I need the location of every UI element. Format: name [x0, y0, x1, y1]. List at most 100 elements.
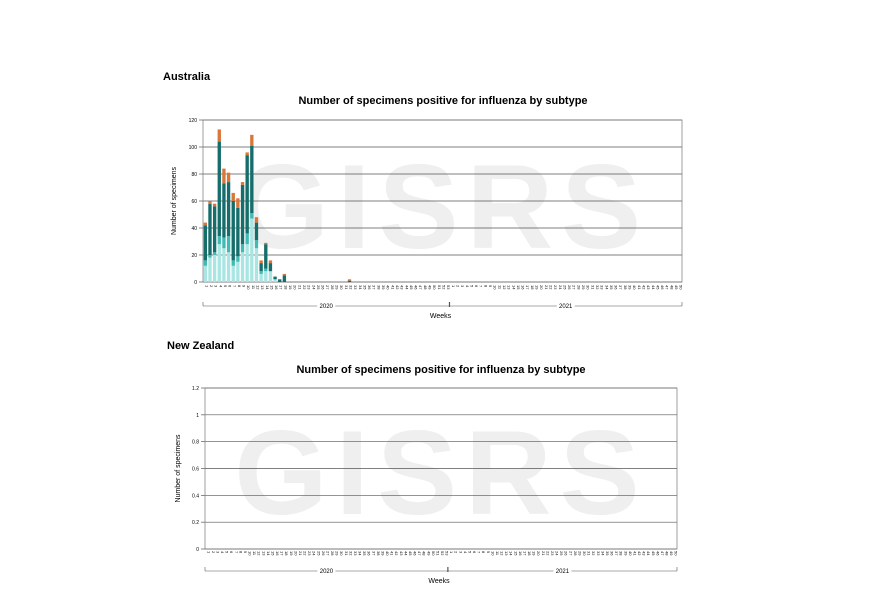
x-tick-label: 49: [426, 551, 431, 556]
bar-segment: [259, 271, 263, 274]
bar-segment: [226, 236, 231, 253]
bar-segment: [203, 265, 207, 282]
bar-segment: [236, 207, 240, 257]
year-label: 2021: [559, 304, 573, 310]
x-tick-label: 30: [339, 285, 344, 290]
x-axis-label: Weeks: [428, 578, 450, 585]
x-tick-label: 17: [522, 551, 527, 556]
x-tick-label: 45: [655, 285, 660, 290]
x-tick-label: 20: [293, 551, 298, 556]
x-tick-label: 35: [605, 551, 610, 556]
year-label: 2020: [320, 304, 334, 310]
bar-segment: [217, 141, 221, 237]
x-tick-label: 22: [548, 285, 553, 290]
x-tick-label: 12: [255, 285, 260, 290]
bar-segment: [236, 198, 240, 208]
x-tick-label: 8: [481, 551, 486, 554]
x-tick-label: 45: [409, 285, 414, 290]
x-tick-label: 26: [321, 551, 326, 556]
x-tick-label: 39: [623, 551, 628, 556]
x-tick-label: 29: [335, 551, 340, 556]
x-tick-label: 4: [220, 551, 225, 554]
x-tick-label: 32: [595, 285, 600, 290]
x-tick-label: 21: [298, 551, 303, 556]
x-tick-label: 2: [454, 551, 459, 554]
australia-panel: Australia Number of specimens positive f…: [163, 71, 684, 320]
x-tick-label: 36: [614, 285, 619, 290]
x-tick-label: 18: [284, 551, 289, 556]
x-tick-label: 24: [312, 551, 317, 556]
bar-segment: [212, 252, 217, 255]
x-tick-label: 25: [316, 285, 321, 290]
plot-frame: [204, 387, 678, 550]
bar-segment: [250, 218, 254, 282]
x-tick-label: 38: [619, 551, 624, 556]
x-tick-label: 1: [451, 285, 456, 288]
bar-segment: [273, 279, 277, 282]
x-tick-label: 50: [679, 285, 684, 290]
x-tick-label: 32: [348, 551, 353, 556]
x-tick-label: 9: [486, 551, 491, 554]
year-label-bg: [317, 302, 336, 309]
bar-segment: [254, 217, 259, 223]
x-tick-label: 23: [553, 285, 558, 290]
x-tick-label: 25: [559, 551, 564, 556]
bar-segment: [203, 222, 207, 226]
x-tick-label: 27: [572, 285, 577, 290]
y-tick-label: 1: [196, 413, 199, 419]
x-tick-label: 20: [536, 551, 541, 556]
new-zealand-chart: GISRS 0 0.2 0.4 0.6 0.8 1 1.2 Number of specimen…: [175, 386, 679, 585]
watermark-text: GISRS: [234, 406, 647, 540]
bar-segment: [240, 252, 245, 282]
x-tick-label: 46: [413, 551, 418, 556]
bar-segment: [208, 255, 212, 258]
bar-segment: [347, 280, 352, 282]
x-tick-label: 43: [646, 285, 651, 290]
x-tick-label: 38: [376, 285, 381, 290]
x-tick-label: 33: [596, 551, 601, 556]
x-tick-label: 51: [437, 285, 442, 290]
x-tick-label: 31: [590, 285, 595, 290]
x-tick-label: 24: [555, 551, 560, 556]
y-tick-label: 120: [189, 118, 198, 124]
bar-segment: [203, 260, 207, 266]
bar-segment: [212, 203, 217, 207]
x-tick-label: 27: [568, 551, 573, 556]
y-tick-label: 0: [196, 547, 199, 553]
chart-title: Number of specimens positive for influen…: [298, 95, 588, 107]
y-tick-label: 0.2: [192, 520, 199, 526]
bar-segment: [240, 244, 245, 253]
x-tick-label: 31: [587, 551, 592, 556]
x-tick-label: 41: [390, 285, 395, 290]
x-tick-label: 46: [660, 285, 665, 290]
bar-segment: [347, 279, 352, 281]
x-tick-label: 14: [266, 551, 271, 556]
x-tick-label: 27: [325, 551, 330, 556]
x-tick-label: 14: [265, 285, 270, 290]
bar-segment: [236, 261, 240, 282]
x-tick-label: 24: [311, 285, 316, 290]
x-tick-label: 16: [518, 551, 523, 556]
x-tick-label: 7: [479, 285, 484, 288]
bar-segment: [231, 265, 235, 282]
x-tick-label: 15: [516, 285, 521, 290]
bar-segment: [217, 236, 221, 245]
x-tick-label: 43: [642, 551, 647, 556]
x-tick-label: 32: [348, 285, 353, 290]
x-tick-label: 7: [234, 551, 239, 554]
x-tick-label: 6: [229, 551, 234, 554]
x-tick-label: 10: [246, 285, 251, 290]
x-tick-label: 5: [223, 285, 228, 288]
x-tick-label: 21: [297, 285, 302, 290]
bar-segment: [273, 276, 277, 280]
bar-segment: [208, 257, 212, 282]
x-tick-label: 36: [610, 551, 615, 556]
x-tick-label: 30: [339, 551, 344, 556]
x-tick-label: 40: [632, 285, 637, 290]
bar-segment: [254, 240, 259, 249]
x-tick-label: 37: [372, 285, 377, 290]
x-tick-label: 6: [472, 551, 477, 554]
x-tick-label: 12: [502, 285, 507, 290]
x-tick-label: 40: [628, 551, 633, 556]
